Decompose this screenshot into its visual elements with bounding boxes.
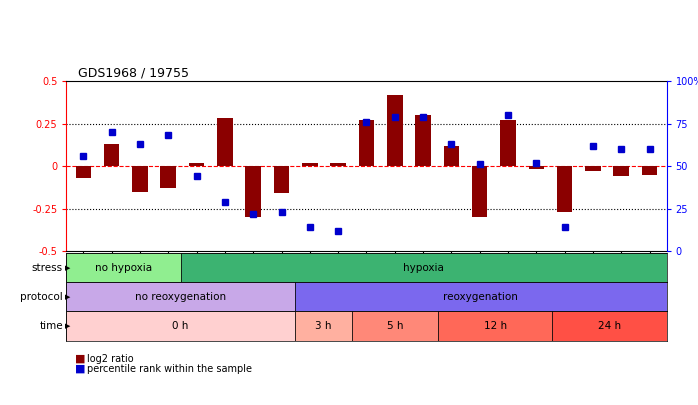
Bar (66, 253, 181, 282)
Text: log2 ratio: log2 ratio (87, 354, 134, 364)
Text: hypoxia: hypoxia (403, 263, 444, 273)
Bar (302, 163, 318, 166)
Bar (359, 120, 374, 166)
Text: no hypoxia: no hypoxia (95, 263, 152, 273)
Text: 5 h: 5 h (387, 321, 403, 331)
Text: 3 h: 3 h (315, 321, 332, 331)
Text: 24 h: 24 h (598, 321, 621, 331)
Text: ■: ■ (75, 364, 85, 374)
Bar (415, 115, 431, 166)
Bar (75, 166, 91, 178)
Bar (472, 166, 487, 217)
Bar (330, 163, 346, 166)
Bar (528, 166, 544, 169)
Bar (274, 166, 289, 193)
Bar (295, 311, 352, 341)
Text: percentile rank within the sample: percentile rank within the sample (87, 364, 252, 374)
Bar (132, 166, 148, 192)
Bar (66, 311, 295, 341)
Bar (246, 166, 261, 217)
Bar (438, 311, 552, 341)
Bar (614, 166, 629, 176)
Bar (585, 166, 601, 171)
Text: ▶: ▶ (65, 265, 70, 271)
Bar (161, 166, 176, 188)
Bar (557, 166, 572, 212)
Text: ▶: ▶ (65, 294, 70, 300)
Text: 0 h: 0 h (172, 321, 189, 331)
Text: time: time (39, 321, 63, 331)
Bar (387, 95, 403, 166)
Bar (181, 253, 667, 282)
Text: stress: stress (31, 263, 63, 273)
Bar (66, 282, 295, 311)
Text: GDS1968 / 19755: GDS1968 / 19755 (78, 67, 189, 80)
Bar (217, 118, 232, 166)
Bar (295, 282, 667, 311)
Bar (552, 311, 667, 341)
Text: ▶: ▶ (65, 323, 70, 329)
Text: protocol: protocol (20, 292, 63, 302)
Bar (188, 163, 205, 166)
Bar (500, 120, 516, 166)
Bar (642, 166, 658, 175)
Bar (444, 146, 459, 166)
Text: no reoxygenation: no reoxygenation (135, 292, 226, 302)
Text: 12 h: 12 h (484, 321, 507, 331)
Bar (352, 311, 438, 341)
Bar (104, 144, 119, 166)
Text: reoxygenation: reoxygenation (443, 292, 518, 302)
Text: ■: ■ (75, 354, 85, 364)
